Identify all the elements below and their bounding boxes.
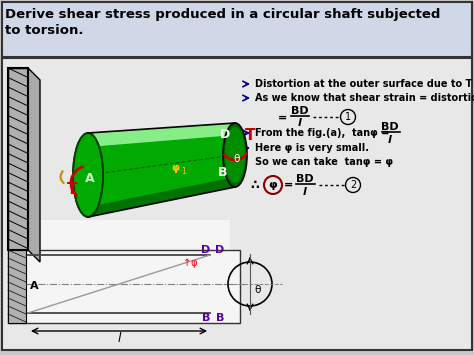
- Polygon shape: [88, 123, 235, 147]
- Text: Here φ is very small.: Here φ is very small.: [255, 143, 369, 153]
- FancyBboxPatch shape: [30, 220, 230, 250]
- Text: l: l: [298, 118, 302, 128]
- FancyBboxPatch shape: [8, 250, 240, 323]
- Text: A: A: [85, 171, 95, 185]
- Text: l: l: [117, 332, 121, 344]
- Text: 2: 2: [350, 180, 356, 190]
- Text: =: =: [278, 113, 288, 123]
- Text: l: l: [388, 135, 392, 145]
- Text: 1: 1: [345, 112, 351, 122]
- FancyBboxPatch shape: [2, 2, 472, 57]
- Polygon shape: [88, 177, 235, 217]
- Text: BD: BD: [381, 122, 399, 132]
- Text: D: D: [201, 245, 210, 255]
- Text: D: D: [215, 245, 225, 255]
- Text: φ: φ: [171, 163, 179, 173]
- Text: φ: φ: [269, 180, 277, 190]
- Text: As we know that shear strain = distortion/length: As we know that shear strain = distortio…: [255, 93, 474, 103]
- Text: BD: BD: [291, 106, 309, 116]
- Text: A: A: [30, 281, 38, 291]
- Text: =: =: [284, 180, 293, 190]
- Text: T: T: [245, 127, 255, 142]
- Text: ∴: ∴: [251, 179, 259, 191]
- Text: D: D: [220, 129, 230, 142]
- FancyBboxPatch shape: [8, 250, 26, 323]
- Text: T: T: [67, 182, 77, 197]
- Polygon shape: [88, 123, 235, 217]
- Text: So we can take  tanφ = φ: So we can take tanφ = φ: [255, 157, 393, 167]
- Text: B: B: [202, 313, 210, 323]
- Ellipse shape: [223, 123, 247, 187]
- Text: Distortion at the outer surface due to T  = BD: Distortion at the outer surface due to T…: [255, 79, 474, 89]
- Text: B: B: [218, 166, 228, 180]
- Text: θ: θ: [255, 285, 261, 295]
- Text: BD: BD: [296, 174, 314, 184]
- Text: l: l: [303, 187, 307, 197]
- Text: #: #: [96, 174, 97, 175]
- Ellipse shape: [73, 133, 103, 217]
- Text: B: B: [216, 313, 224, 323]
- Text: θ: θ: [234, 154, 240, 164]
- Polygon shape: [28, 68, 40, 262]
- Text: ↑φ: ↑φ: [182, 258, 197, 268]
- FancyBboxPatch shape: [8, 68, 28, 250]
- Ellipse shape: [225, 127, 245, 183]
- Text: to torsion.: to torsion.: [5, 24, 83, 37]
- Text: Derive shear stress produced in a circular shaft subjected: Derive shear stress produced in a circul…: [5, 8, 440, 21]
- FancyBboxPatch shape: [2, 58, 472, 350]
- Text: From the fig.(a),  tanφ =: From the fig.(a), tanφ =: [255, 128, 389, 138]
- Text: 1: 1: [181, 166, 186, 175]
